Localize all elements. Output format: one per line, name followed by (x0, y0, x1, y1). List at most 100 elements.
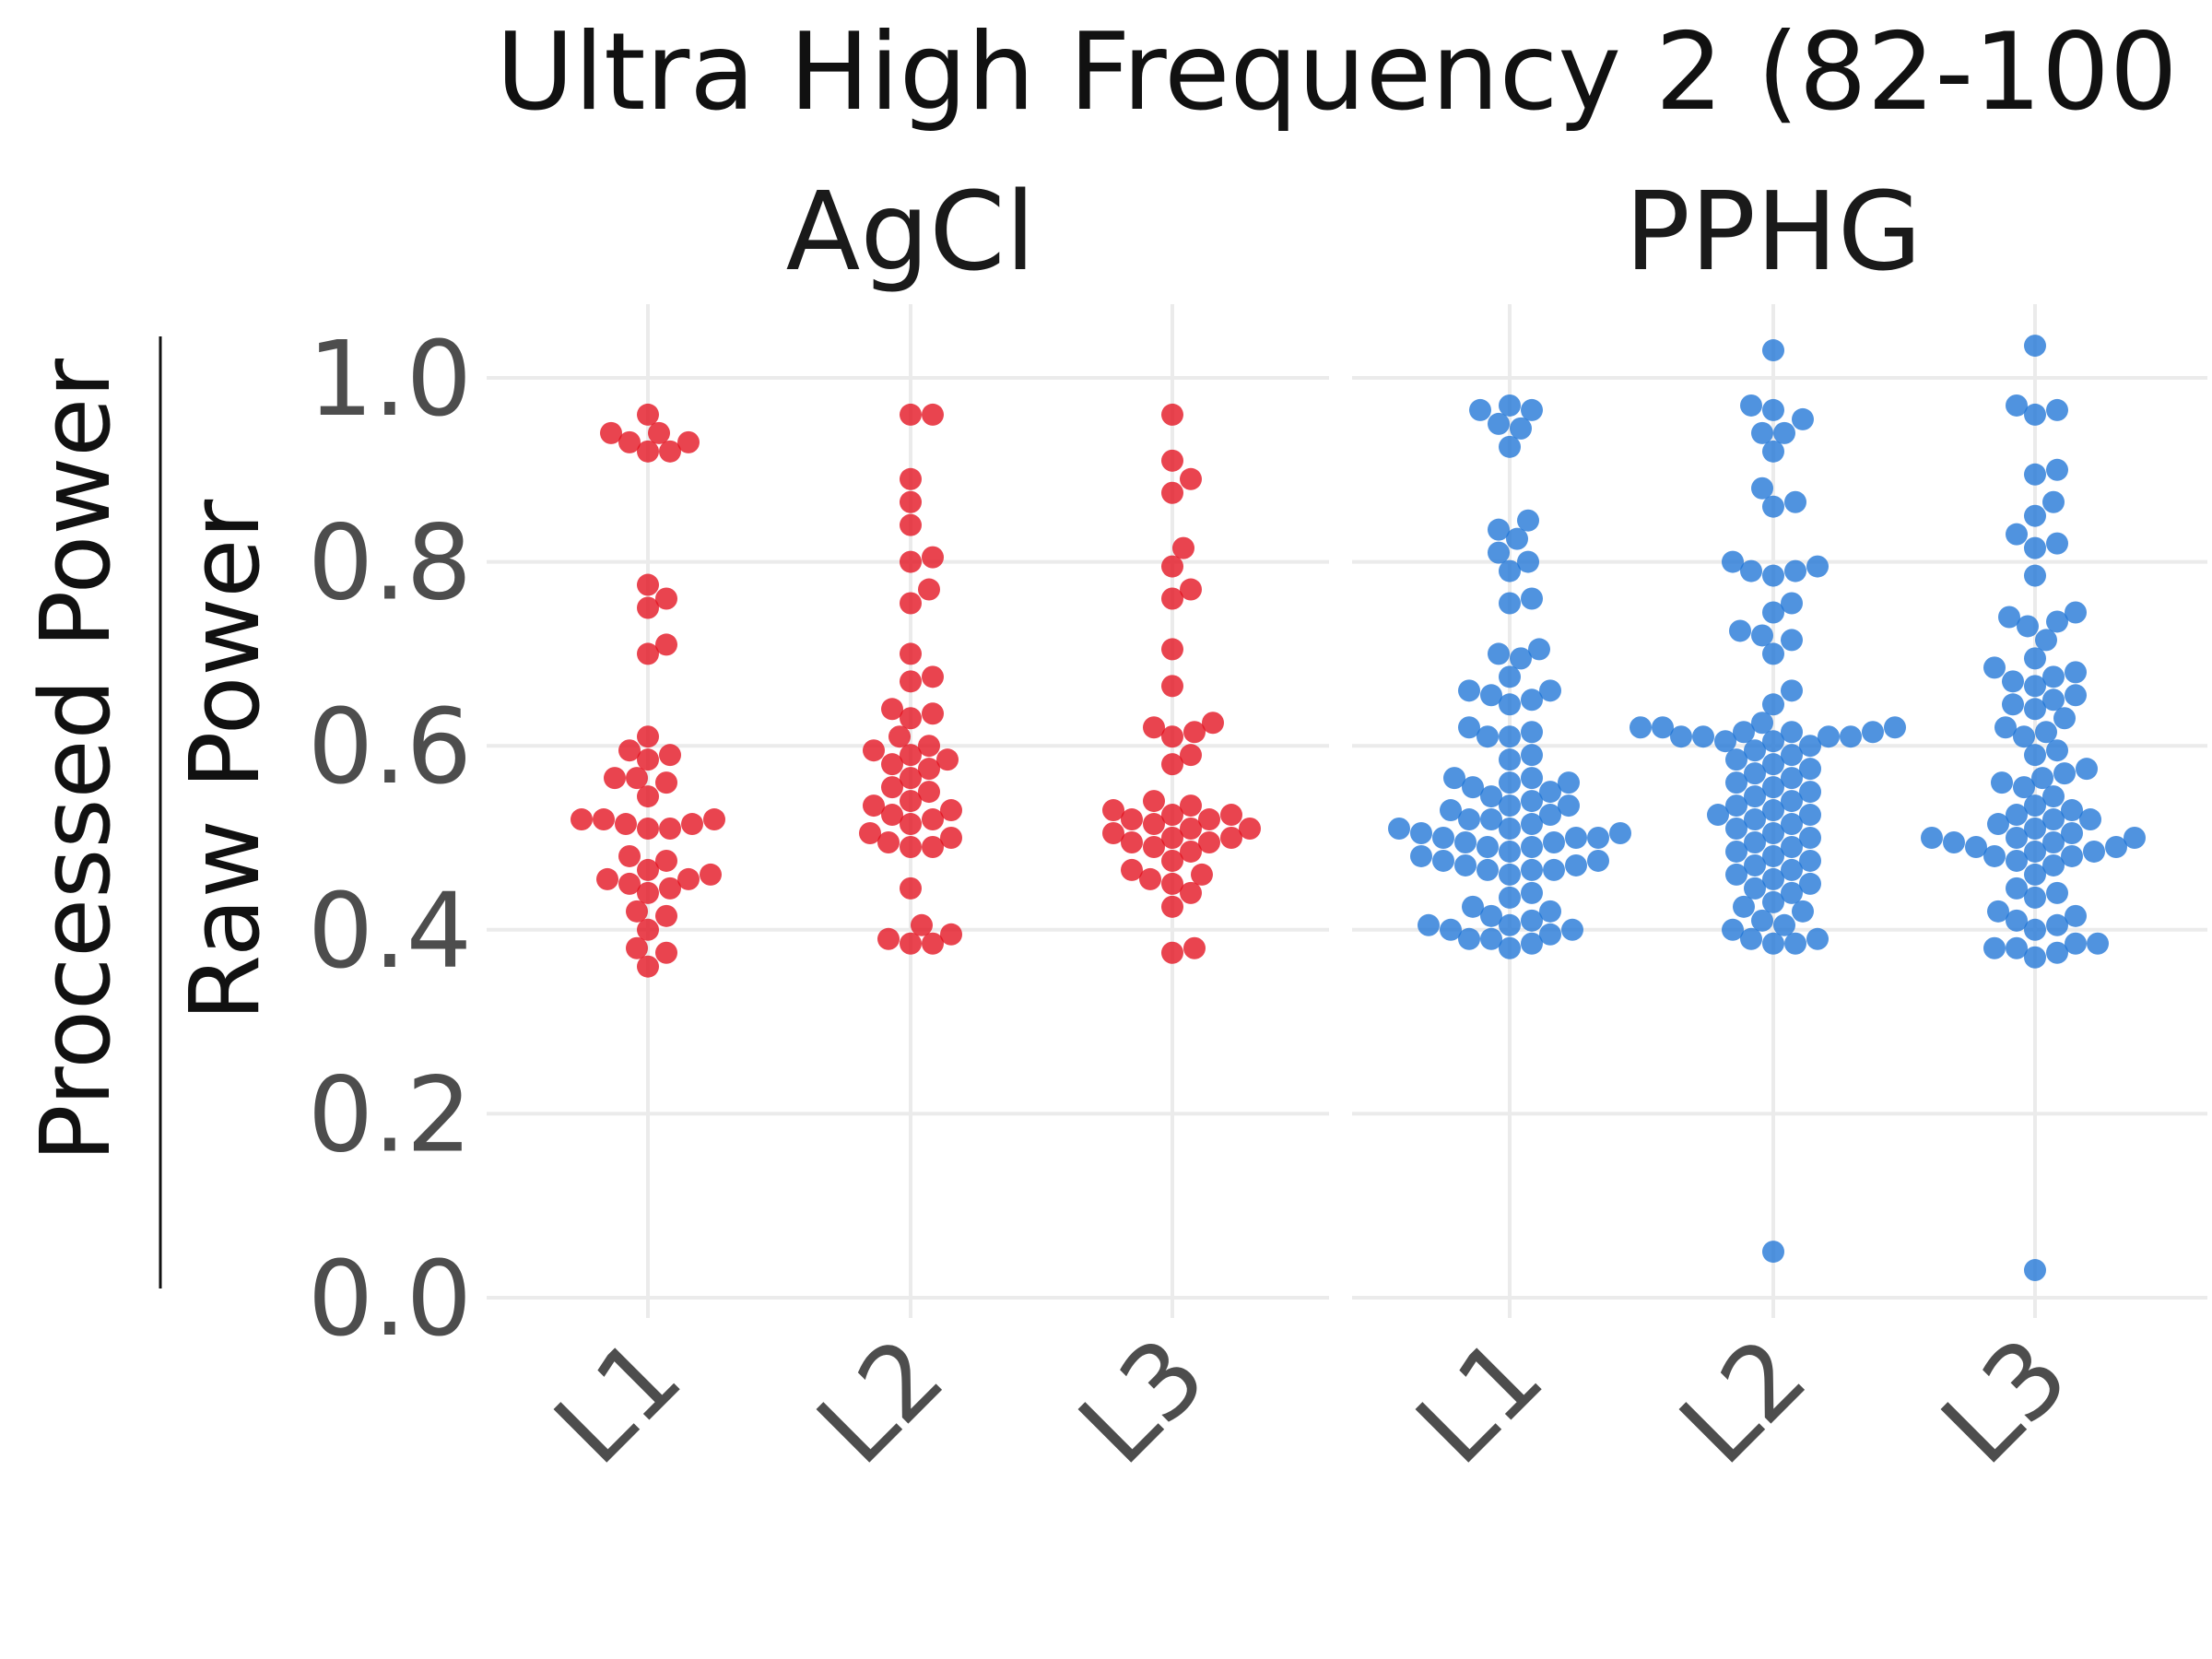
data-point (1751, 909, 1773, 932)
data-point (1991, 771, 2013, 794)
data-point (637, 748, 659, 771)
data-point (1499, 559, 1521, 582)
data-point (1740, 559, 1762, 582)
data-point (2042, 808, 2065, 831)
data-point (1499, 592, 1521, 615)
data-point (940, 923, 962, 946)
data-point (1799, 849, 1821, 872)
data-point (2024, 403, 2046, 426)
data-point (1480, 927, 1502, 950)
data-point (1773, 913, 1795, 936)
data-point (1670, 725, 1692, 748)
data-point (900, 744, 922, 767)
y-tick-label: 0.2 (308, 1055, 472, 1175)
data-point (1762, 693, 1784, 716)
data-point (1543, 830, 1565, 853)
data-point (1784, 490, 1806, 513)
data-point (1762, 339, 1784, 362)
data-point (1410, 844, 1432, 867)
data-point (1744, 877, 1766, 900)
panel-label-pphg: PPHG (1625, 168, 1922, 295)
data-point (2053, 707, 2076, 730)
data-point (1458, 927, 1480, 950)
data-point (1762, 890, 1784, 913)
data-point (637, 955, 659, 978)
data-point (1198, 808, 1220, 831)
data-point (1161, 725, 1183, 748)
data-point (1458, 808, 1480, 831)
data-point (1565, 853, 1587, 877)
data-point (1139, 867, 1161, 890)
data-point (922, 546, 944, 569)
data-point (2035, 629, 2057, 652)
data-point (1161, 941, 1183, 964)
panel-label-agcl: AgCl (786, 168, 1036, 295)
data-point (1781, 679, 1803, 702)
data-point (1454, 853, 1477, 877)
data-point (1510, 647, 1532, 670)
data-point (1558, 771, 1580, 794)
data-point (637, 818, 659, 841)
data-point (918, 735, 940, 758)
y-tick-label: 0.0 (308, 1240, 472, 1359)
data-point (2065, 904, 2087, 927)
x-tick-label: L2 (1658, 1315, 1830, 1487)
data-point (1792, 900, 1814, 923)
data-point (2087, 932, 2109, 955)
y-axis-title: Processed Power Raw Power (19, 336, 281, 1288)
data-point (2006, 849, 2028, 872)
data-point (1762, 642, 1784, 665)
data-point (1499, 435, 1521, 458)
data-point (2006, 804, 2028, 827)
data-point (618, 844, 641, 867)
data-point (881, 776, 903, 799)
data-point (1121, 858, 1143, 881)
data-point (2061, 822, 2083, 845)
data-point (2024, 647, 2046, 670)
data-point (1121, 830, 1143, 853)
data-point (1432, 827, 1454, 849)
data-point (1499, 693, 1521, 716)
y-tick-label: 0.6 (308, 688, 472, 807)
data-point (1862, 721, 1884, 744)
data-point (911, 913, 933, 936)
data-point (2024, 840, 2046, 863)
data-point (1499, 748, 1521, 771)
data-point (1499, 863, 1521, 886)
data-point (637, 858, 659, 881)
data-point (1792, 407, 1814, 430)
data-point (2076, 758, 2098, 781)
data-point (1528, 638, 1550, 661)
data-point (2017, 615, 2039, 638)
data-point (1722, 550, 1744, 573)
data-point (2024, 504, 2046, 527)
data-point (1740, 394, 1762, 417)
data-point (1965, 835, 1987, 858)
data-point (1799, 781, 1821, 804)
data-point (900, 877, 922, 900)
data-point (1521, 790, 1543, 813)
data-point (1161, 449, 1183, 472)
data-point (1499, 840, 1521, 863)
data-point (1521, 835, 1543, 858)
data-point (1987, 900, 2009, 923)
data-point (1806, 927, 1829, 950)
data-point (900, 707, 922, 730)
data-point (1161, 675, 1183, 698)
data-point (1762, 822, 1784, 845)
data-point (877, 927, 900, 950)
data-point (637, 573, 659, 596)
data-point (1994, 716, 2017, 739)
data-point (655, 904, 677, 927)
data-point (1521, 813, 1543, 836)
data-point (1543, 858, 1565, 881)
data-point (1652, 716, 1674, 739)
data-point (1781, 767, 1803, 790)
data-point (2024, 744, 2046, 767)
data-point (1799, 804, 1821, 827)
data-point (1725, 794, 1747, 818)
data-point (1725, 818, 1747, 841)
data-point (1740, 927, 1762, 950)
data-point (900, 813, 922, 836)
